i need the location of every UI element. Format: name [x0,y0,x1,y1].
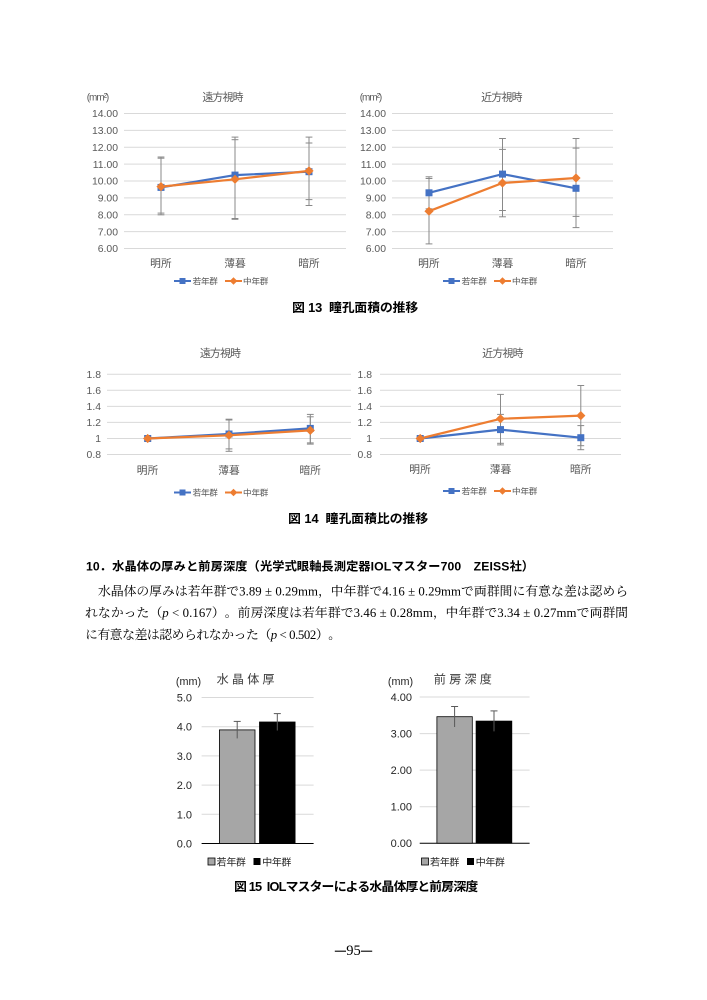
svg-text:9.00: 9.00 [98,194,118,205]
svg-text:12.00: 12.00 [360,143,386,154]
svg-text:95: 95 [346,943,361,959]
svg-text:1.0: 1.0 [177,809,192,821]
svg-text:暗所: 暗所 [298,257,320,270]
svg-text:9.00: 9.00 [366,194,386,205]
svg-text:遠方視時: 遠方視時 [202,92,244,104]
svg-text:8.00: 8.00 [98,211,118,222]
svg-text:13.00: 13.00 [360,126,386,137]
svg-text:7.00: 7.00 [98,227,118,238]
svg-text:中年群: 中年群 [512,486,538,496]
svg-text:薄暮: 薄暮 [492,258,514,270]
svg-text:1.6: 1.6 [87,386,102,397]
svg-text:0.8: 0.8 [358,450,373,461]
svg-text:(mm²): (mm²) [360,93,383,104]
svg-text:図 14 瞳孔面積比の推移: 図 14 瞳孔面積比の推移 [288,511,428,526]
svg-text:0.00: 0.00 [391,838,412,850]
svg-text:れなかった（p < 0.167）。前房深度は若年群で3.46: れなかった（p < 0.167）。前房深度は若年群で3.46 ± 0.28mm，… [85,605,628,620]
svg-text:明所: 明所 [150,257,172,270]
svg-text:若年群: 若年群 [192,488,219,498]
svg-text:1: 1 [95,434,101,445]
svg-text:3.00: 3.00 [391,729,412,741]
svg-text:中年群: 中年群 [243,276,269,286]
svg-text:(mm²): (mm²) [87,93,110,104]
svg-text:水晶体の厚みは若年群で3.89 ± 0.29mm，中年群で4: 水晶体の厚みは若年群で3.89 ± 0.29mm，中年群で4.16 ± 0.29… [85,583,628,598]
svg-text:1.4: 1.4 [87,402,102,413]
svg-text:中年群: 中年群 [512,276,538,286]
svg-text:若年群: 若年群 [430,856,460,868]
svg-text:暗所: 暗所 [570,463,592,476]
svg-text:明所: 明所 [137,464,159,477]
svg-text:1.6: 1.6 [358,386,373,397]
svg-text:12.00: 12.00 [92,143,118,154]
svg-text:近方視時: 近方視時 [482,347,524,360]
svg-text:1.00: 1.00 [391,802,412,814]
svg-text:11.00: 11.00 [93,160,118,171]
svg-text:(mm): (mm) [176,676,201,688]
svg-text:8.00: 8.00 [366,211,386,222]
svg-text:7.00: 7.00 [366,227,386,238]
svg-text:暗所: 暗所 [300,464,322,477]
svg-text:若年群: 若年群 [461,276,488,286]
svg-text:前房深度: 前房深度 [434,673,492,687]
svg-text:図 15 IOLマスターによる水晶体厚と前房深度: 図 15 IOLマスターによる水晶体厚と前房深度 [234,879,478,894]
svg-text:中年群: 中年群 [476,856,506,868]
svg-text:6.00: 6.00 [366,244,386,255]
svg-text:中年群: 中年群 [262,856,292,868]
svg-text:薄暮: 薄暮 [224,258,246,270]
svg-text:1.8: 1.8 [87,370,102,381]
svg-text:10．水晶体の厚みと前房深度（光学式眼軸長測定器IOLマスタ: 10．水晶体の厚みと前房深度（光学式眼軸長測定器IOLマスター700 ZEISS… [86,560,534,574]
svg-text:明所: 明所 [418,257,440,270]
svg-text:図 13 瞳孔面積の推移: 図 13 瞳孔面積の推移 [292,300,418,315]
svg-text:0.8: 0.8 [87,450,102,461]
svg-text:近方視時: 近方視時 [481,91,523,104]
svg-text:13.00: 13.00 [92,126,118,137]
svg-text:水晶体厚: 水晶体厚 [217,673,276,687]
svg-text:2.00: 2.00 [391,765,412,777]
svg-text:1: 1 [366,434,372,445]
svg-text:3.0: 3.0 [177,751,192,763]
svg-text:(mm): (mm) [388,676,413,688]
svg-text:10.00: 10.00 [92,177,118,188]
svg-text:4.0: 4.0 [177,722,192,734]
svg-text:若年群: 若年群 [192,276,219,286]
svg-text:1.8: 1.8 [358,370,373,381]
svg-text:5.0: 5.0 [177,693,192,705]
svg-text:中年群: 中年群 [243,488,269,498]
svg-text:10.00: 10.00 [360,177,386,188]
svg-text:6.00: 6.00 [98,244,118,255]
svg-text:若年群: 若年群 [461,486,488,496]
svg-text:若年群: 若年群 [217,856,247,868]
svg-text:11.00: 11.00 [361,160,386,171]
svg-text:14.00: 14.00 [92,109,118,120]
svg-text:4.00: 4.00 [391,692,412,704]
svg-text:14.00: 14.00 [360,109,386,120]
svg-text:薄暮: 薄暮 [490,464,512,476]
svg-text:明所: 明所 [409,463,431,476]
svg-text:暗所: 暗所 [565,257,587,270]
svg-text:1.4: 1.4 [358,402,373,413]
svg-text:1.2: 1.2 [87,418,102,429]
svg-text:遠方視時: 遠方視時 [200,348,242,360]
svg-text:1.2: 1.2 [358,418,373,429]
svg-text:0.0: 0.0 [177,839,192,851]
svg-text:に有意な差は認められなかった（p < 0.502）。: に有意な差は認められなかった（p < 0.502）。 [85,628,341,642]
svg-text:2.0: 2.0 [177,780,192,792]
svg-text:薄暮: 薄暮 [218,465,240,477]
